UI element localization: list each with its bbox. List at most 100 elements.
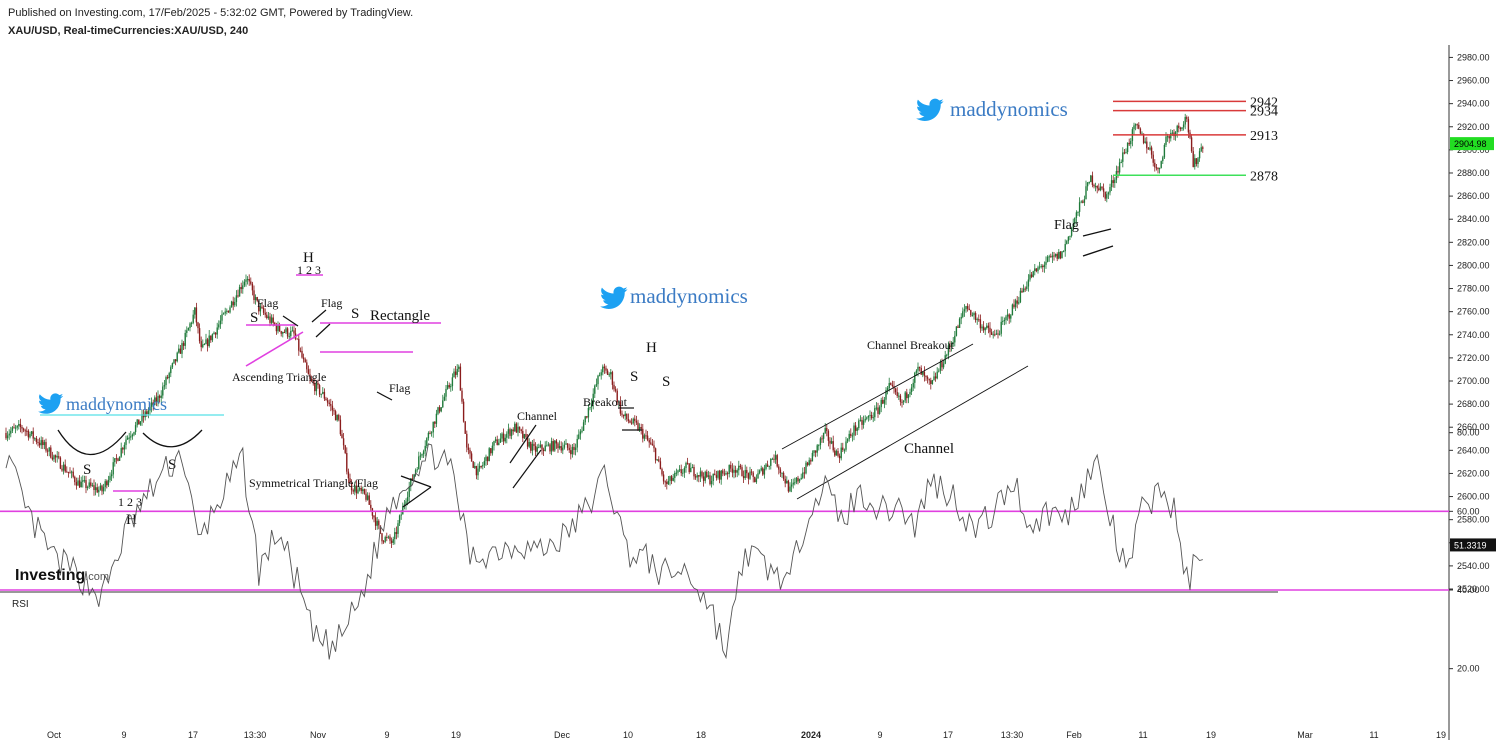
candle-body — [1051, 255, 1054, 258]
twitter-icon — [600, 286, 628, 309]
candle-body — [606, 370, 609, 375]
candle-body — [131, 434, 134, 437]
candle-body — [438, 407, 441, 412]
candle-body — [5, 432, 7, 439]
candle-body — [299, 350, 302, 352]
candle-body — [1038, 266, 1041, 268]
candle-body — [1006, 314, 1009, 317]
candle-body — [1086, 182, 1089, 187]
candle-body — [861, 419, 863, 425]
price-tick-label: 2820.00 — [1457, 237, 1490, 247]
candle-body — [771, 458, 774, 460]
price-tick-label: 2880.00 — [1457, 168, 1490, 178]
investing-logo-main: Investing — [15, 567, 85, 584]
candle-body — [882, 399, 884, 404]
candle-body — [918, 366, 921, 368]
candle-body — [952, 342, 954, 344]
candle-body — [862, 420, 865, 425]
candle-body — [754, 476, 756, 483]
candle-body — [501, 433, 503, 439]
candle-body — [728, 464, 730, 474]
candle-body — [589, 407, 591, 409]
candle-body — [80, 481, 82, 488]
twitter-bird — [38, 393, 64, 414]
candle-body — [256, 297, 258, 301]
candle-body — [510, 429, 513, 436]
candle-body — [494, 439, 497, 441]
candle-body — [150, 402, 153, 407]
candle-body — [166, 377, 169, 379]
candle-body — [1149, 147, 1151, 150]
candle-body — [296, 338, 298, 340]
candle-body — [402, 506, 404, 515]
investing-logo: Investing.com — [15, 567, 109, 584]
candle-body — [122, 448, 124, 450]
candle-body — [626, 413, 628, 420]
candle-body — [472, 461, 474, 468]
price-axis[interactable]: 2980.002960.002940.002920.002900.002880.… — [1448, 45, 1494, 740]
candle-body — [155, 397, 158, 402]
candle-body — [469, 449, 471, 454]
rsi-tick-label: 20.00 — [1457, 664, 1480, 674]
candle-body — [240, 287, 242, 290]
shoulder-arc-left — [57, 429, 127, 456]
candle-body — [730, 464, 732, 469]
candle-body — [466, 433, 468, 448]
candle-body — [448, 385, 450, 388]
candle-body — [1019, 290, 1022, 303]
time-tick-label: 19 — [1206, 730, 1216, 740]
candle-body — [62, 464, 65, 471]
candle-body — [1096, 186, 1098, 189]
candle-body — [86, 486, 89, 488]
candle-body — [680, 469, 682, 474]
candle-body — [309, 374, 311, 379]
candle-body — [171, 363, 174, 368]
candle-body — [322, 391, 324, 394]
triangle-rising-line — [245, 331, 304, 367]
candle-body — [738, 465, 740, 471]
flag-line — [315, 323, 331, 338]
candle-body — [422, 451, 425, 455]
candle-body — [858, 420, 860, 429]
candle-body — [845, 441, 847, 450]
candle-body — [147, 410, 150, 415]
candle-body — [734, 469, 737, 473]
time-axis[interactable]: Oct 9 17 13:30 Nov 9 19 Dec 10 18 2024 9 17 13:30 Feb 1… — [47, 730, 1446, 740]
candle-body — [616, 390, 618, 403]
candle-body — [835, 450, 838, 456]
candle-body — [10, 430, 12, 434]
price-tick-label: 2640.00 — [1457, 445, 1490, 455]
candle-body — [939, 361, 942, 371]
candle-body — [686, 462, 689, 464]
candle-body — [598, 375, 601, 377]
candle-body — [74, 476, 76, 483]
candle-body — [611, 372, 614, 385]
candle-body — [1035, 268, 1038, 272]
candle-body — [776, 455, 778, 467]
candle-body — [736, 470, 738, 473]
candle-body — [366, 495, 369, 500]
candle-body — [1022, 288, 1025, 293]
pattern-label: S — [168, 457, 176, 473]
price-tick-label: 2980.00 — [1457, 52, 1490, 62]
candle-body — [424, 445, 426, 452]
candle-body — [376, 520, 378, 526]
candle-body — [890, 383, 892, 385]
candle-body — [1170, 132, 1172, 139]
candle-body — [739, 465, 742, 468]
candle-body — [338, 415, 340, 420]
candle-body — [227, 310, 230, 313]
candle-body — [690, 467, 692, 473]
candle-body — [363, 489, 366, 494]
candle-body — [1144, 141, 1146, 143]
candle-body — [360, 487, 362, 492]
candle-body — [621, 413, 623, 415]
watermark-text: maddynomics — [950, 97, 1068, 121]
candle-body — [1062, 251, 1065, 253]
candle-body — [1011, 304, 1014, 316]
candle-body — [587, 408, 590, 418]
candle-body — [35, 438, 38, 442]
candle-body — [986, 325, 988, 329]
candle-body — [590, 403, 593, 408]
